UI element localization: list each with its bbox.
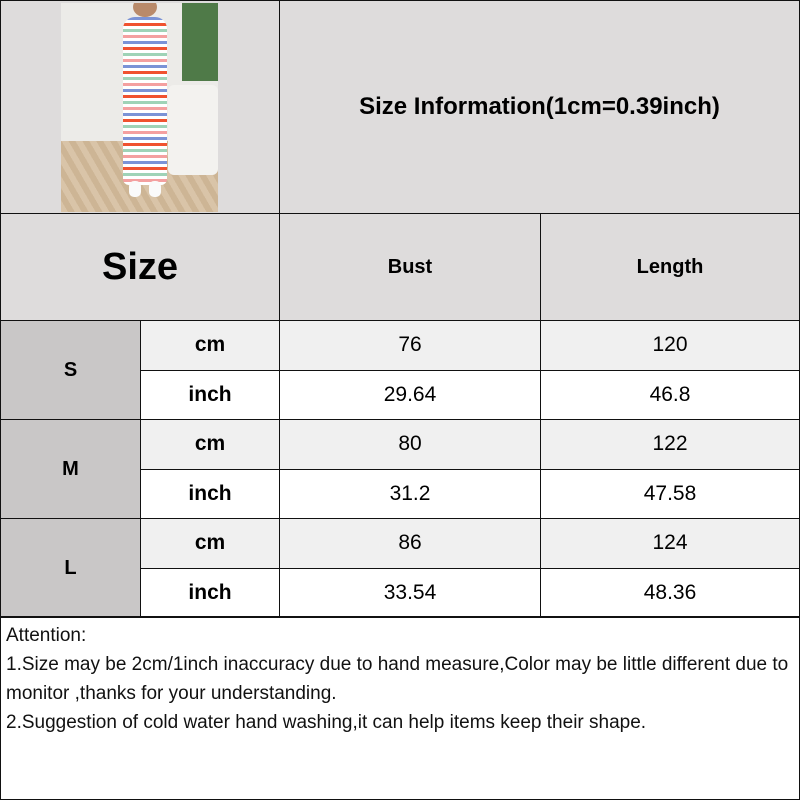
length-value: 46.8 <box>540 369 800 420</box>
size-label: M <box>0 419 141 519</box>
size-label: S <box>0 320 141 420</box>
unit-label: inch <box>140 468 280 519</box>
column-header-bust: Bust <box>279 213 541 321</box>
length-value: 48.36 <box>540 567 800 618</box>
unit-label: cm <box>140 419 280 470</box>
bust-value: 76 <box>279 320 541 371</box>
bust-value: 31.2 <box>279 468 541 519</box>
column-header-length: Length <box>540 213 800 321</box>
bust-value: 29.64 <box>279 369 541 420</box>
attention-notes: Attention: 1.Size may be 2cm/1inch inacc… <box>0 616 800 800</box>
unit-label: cm <box>140 320 280 371</box>
unit-label: inch <box>140 567 280 618</box>
bust-value: 33.54 <box>279 567 541 618</box>
size-header: Size <box>0 213 280 321</box>
length-value: 124 <box>540 518 800 569</box>
length-value: 120 <box>540 320 800 371</box>
size-label: L <box>0 518 141 618</box>
bust-value: 80 <box>279 419 541 470</box>
unit-label: cm <box>140 518 280 569</box>
notes-heading: Attention: <box>6 625 87 646</box>
length-value: 47.58 <box>540 468 800 519</box>
notes-line-2: 2.Suggestion of cold water hand washing,… <box>6 712 647 733</box>
bust-value: 86 <box>279 518 541 569</box>
notes-line-1: 1.Size may be 2cm/1inch inaccuracy due t… <box>6 654 789 704</box>
size-info-title: Size Information(1cm=0.39inch) <box>279 0 800 214</box>
product-photo <box>61 3 218 212</box>
length-value: 122 <box>540 419 800 470</box>
unit-label: inch <box>140 369 280 420</box>
